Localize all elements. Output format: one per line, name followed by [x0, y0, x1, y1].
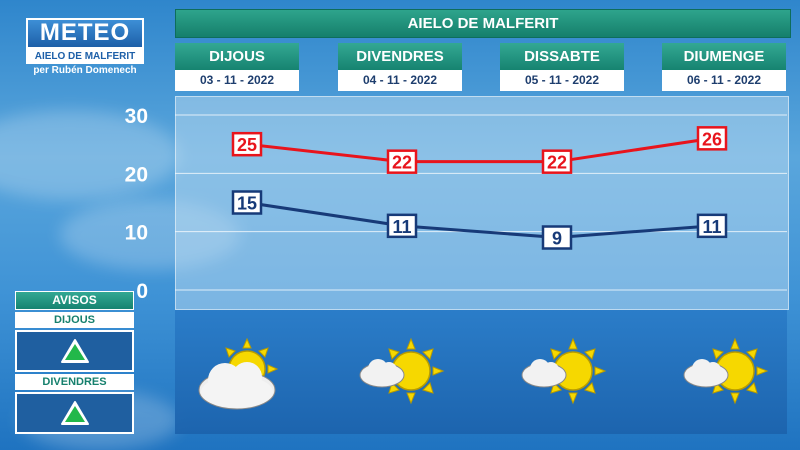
data-point: 22 [541, 149, 573, 174]
data-point: 25 [231, 131, 263, 157]
warnings-title: AVISOS [15, 291, 134, 310]
warning-day: DIJOUS [15, 312, 134, 328]
y-axis-ticks: 30 20 10 0 [125, 105, 148, 303]
data-point-box [231, 131, 263, 157]
data-point: 22 [386, 149, 418, 174]
logo-author: per Rubén Domenech [33, 65, 137, 76]
data-point: 11 [386, 213, 418, 239]
data-label: 11 [392, 217, 411, 237]
warning-level [15, 330, 134, 372]
green-warning-triangle-icon [60, 401, 89, 425]
data-point-box [386, 213, 418, 239]
data-label: 22 [547, 153, 567, 173]
day-date: 05 - 11 - 2022 [500, 70, 624, 91]
cloud-sun-large-icon [198, 337, 279, 410]
data-point-box [696, 213, 728, 239]
background-cloud [0, 110, 180, 200]
day-header: DIJOUS 03 - 11 - 2022 [175, 43, 299, 91]
data-point-box [541, 149, 573, 174]
day-name: DISSABTE [500, 43, 624, 70]
data-label: 11 [702, 217, 721, 237]
data-point-box [541, 225, 573, 250]
warning-level [15, 392, 134, 434]
data-label: 25 [237, 135, 257, 155]
series-lines [246, 136, 713, 240]
data-point: 11 [696, 213, 728, 239]
data-point-box [386, 149, 418, 174]
y-tick-label: 0 [136, 280, 148, 303]
data-label: 15 [237, 194, 257, 214]
sun-small-cloud-icon [521, 337, 607, 405]
series-line [246, 136, 713, 164]
chart-panel [175, 96, 789, 310]
logo-place: AIELO DE MALFERIT [26, 49, 144, 64]
logo-word: METEO [26, 18, 144, 49]
data-label: 9 [552, 229, 562, 249]
data-point: 26 [696, 126, 728, 151]
day-header: DISSABTE 05 - 11 - 2022 [500, 43, 624, 91]
day-date: 06 - 11 - 2022 [662, 70, 786, 91]
series-line [246, 201, 713, 240]
warning-day: DIVENDRES [15, 374, 134, 390]
day-header: DIVENDRES 04 - 11 - 2022 [338, 43, 462, 91]
day-name: DIVENDRES [338, 43, 462, 70]
background-cloud [60, 200, 240, 270]
warnings-box: AVISOS DIJOUS DIVENDRES [15, 291, 134, 434]
data-labels: 25 22 22 26 15 11 9 11 [231, 126, 728, 250]
day-name: DIJOUS [175, 43, 299, 70]
location-title: AIELO DE MALFERIT [175, 9, 791, 38]
data-point-box [696, 126, 728, 151]
y-tick-label: 10 [125, 222, 148, 245]
sun-small-cloud-icon [359, 337, 445, 405]
sun-small-cloud-icon [683, 337, 769, 405]
data-label: 22 [392, 153, 412, 173]
data-point: 9 [541, 225, 573, 250]
day-date: 03 - 11 - 2022 [175, 70, 299, 91]
day-date: 04 - 11 - 2022 [338, 70, 462, 91]
data-label: 26 [702, 129, 722, 149]
y-tick-label: 30 [125, 105, 148, 128]
meteo-logo: METEO AIELO DE MALFERIT per Rubén Domene… [26, 18, 144, 78]
day-header: DIUMENGE 06 - 11 - 2022 [662, 43, 786, 91]
data-point-box [231, 190, 263, 215]
day-name: DIUMENGE [662, 43, 786, 70]
data-point: 15 [231, 190, 263, 215]
y-tick-label: 20 [125, 163, 148, 186]
green-warning-triangle-icon [60, 339, 89, 363]
